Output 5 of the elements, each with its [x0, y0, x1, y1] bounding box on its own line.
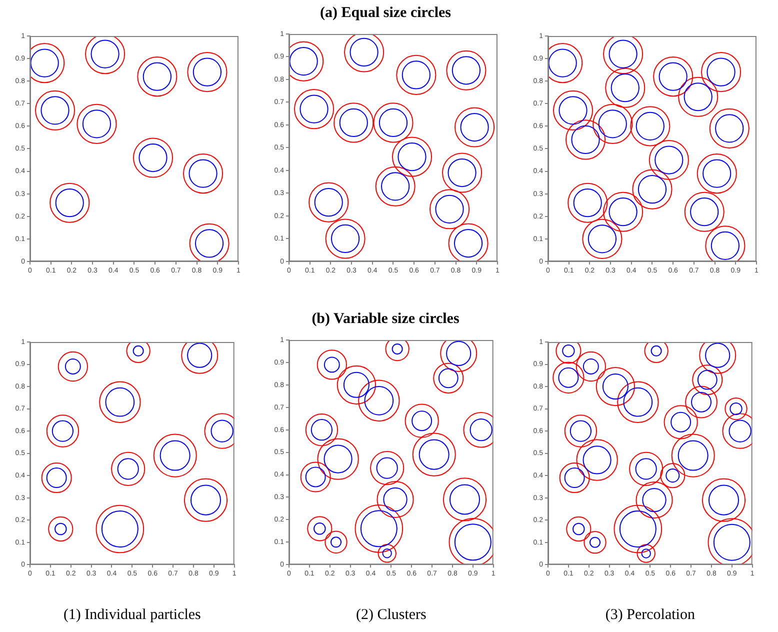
chart-title: (b) Variable size circles	[312, 310, 460, 327]
x-axis-title: (2) Clusters	[356, 606, 427, 623]
x-axis-title: (3) Percolation	[605, 606, 696, 623]
x-axis-title: (1) Individual particles	[63, 606, 202, 623]
chart-title: (a) Equal size circles	[320, 4, 452, 21]
